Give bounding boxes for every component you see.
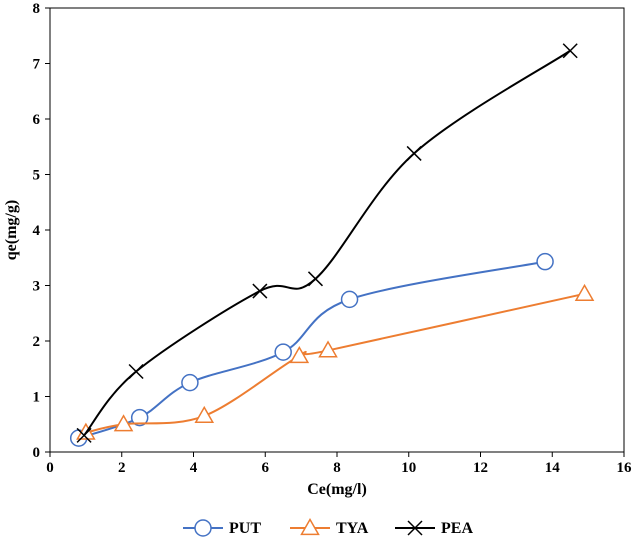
series-tya [76,283,595,440]
plot-area [69,43,595,447]
y-tick-label: 8 [33,1,41,17]
x-tick-label: 12 [473,460,488,476]
data-point-tya [194,405,215,424]
x-tick-label: 0 [46,460,54,476]
data-point-pea [76,427,92,443]
x-tick-label: 2 [118,460,126,476]
data-point-pea-stroke [128,363,144,380]
data-point-pea [406,145,422,161]
y-tick-label: 2 [33,334,41,350]
legend-item-pea: PEA [395,520,473,537]
data-point-pea-stroke [252,283,268,299]
data-point-pea-stroke [406,145,422,161]
data-point-pea-stroke [307,271,324,287]
data-point-pea-stroke [562,43,578,59]
legend-label-pea: PEA [441,520,473,537]
legend-item-put: PUT [183,519,261,537]
x-tick-label: 6 [262,460,270,476]
legend-marker-pea-stroke [407,520,423,536]
y-tick-label: 1 [33,390,41,406]
x-tick-label: 16 [617,460,633,476]
data-point-pea [252,283,268,299]
series-pea [76,43,578,443]
data-point-put [181,373,199,392]
series-line-pea [83,49,571,436]
y-tick-label: 6 [33,112,41,128]
y-tick-label: 7 [33,57,41,73]
data-point-put [340,290,359,309]
data-point-put [130,408,149,427]
plot-frame [49,7,625,453]
legend-marker-pea [407,520,423,536]
data-point-tya [574,283,595,301]
data-point-pea [307,271,324,287]
legend-item-tya: TYA [290,517,369,537]
x-tick-label: 10 [401,460,416,476]
legend-label-put: PUT [229,520,261,537]
series-line-tya [85,292,585,434]
data-point-pea [128,363,144,380]
data-point-pea-stroke [76,427,92,443]
x-tick-label: 4 [190,460,198,476]
y-tick-label: 4 [33,223,41,239]
y-tick-label: 5 [33,168,41,184]
series-line-put [78,260,546,440]
data-point-put [274,343,292,361]
legend: PUT TYA PEA [183,517,473,537]
data-point-tya [318,340,338,358]
data-point-pea [562,43,578,59]
data-point-tya [113,414,134,432]
data-point-tya [289,345,310,364]
legend-marker-put [194,519,212,537]
y-axis-title: qe(mg/g) [3,200,20,260]
legend-marker-tya [300,517,320,536]
series-put [69,252,554,447]
y-tick-label: 3 [33,279,41,295]
y-tick-label: 0 [33,445,41,461]
x-tick-label: 14 [545,460,561,476]
x-tick-label: 8 [333,460,341,476]
x-axis-title: Ce(mg/l) [307,481,367,498]
data-point-put [536,252,554,271]
legend-label-tya: TYA [336,520,369,537]
